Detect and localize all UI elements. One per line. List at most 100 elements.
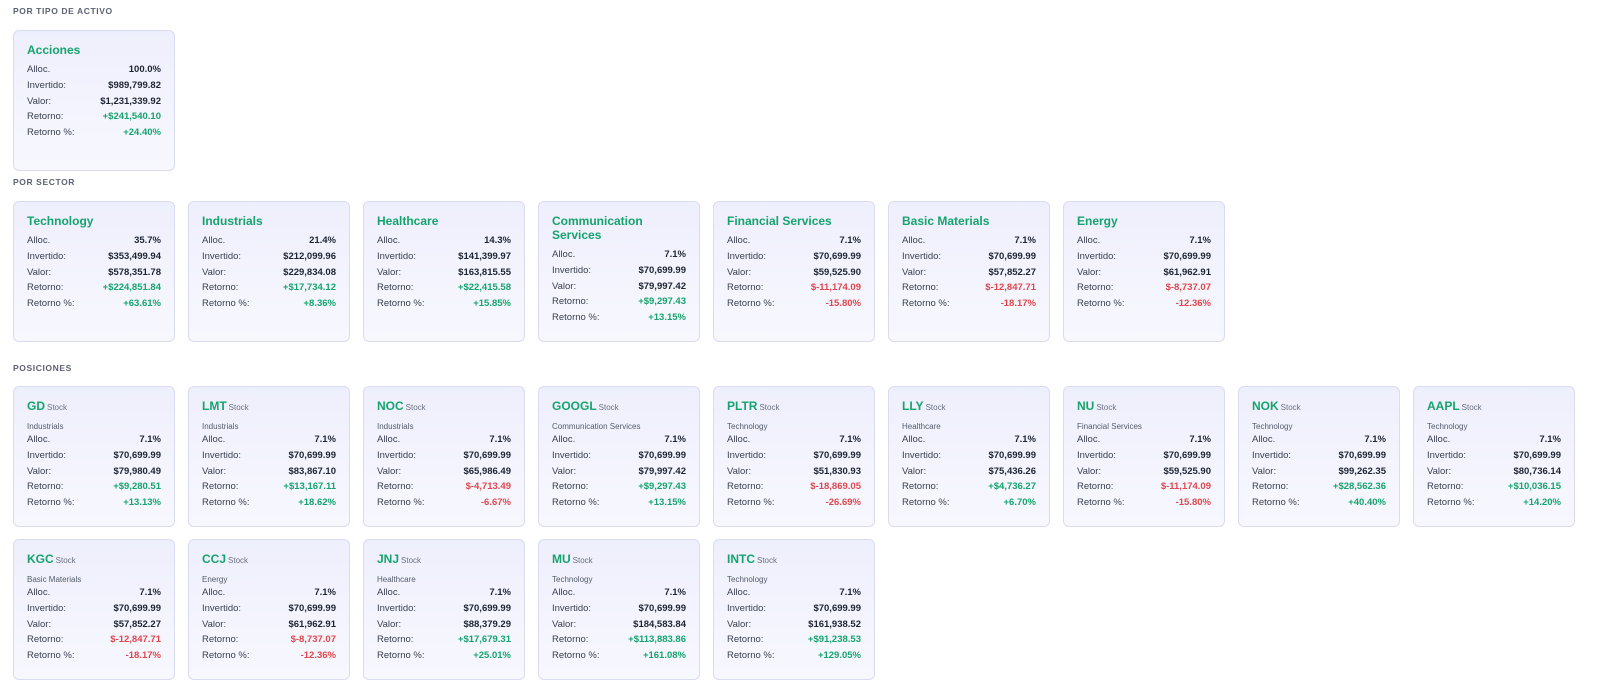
position-card[interactable]: INTC Stock Technology Alloc. 7.1% Invertido: $… [713, 539, 875, 680]
card-title: Industrials [202, 214, 263, 228]
position-card[interactable]: CCJ Stock Energy Alloc. 7.1% Invertido: $70,69… [188, 539, 350, 680]
position-title: NOC Stock [377, 399, 511, 415]
metric-retorno-pct: Retorno %: +40.40% [1252, 495, 1386, 511]
metric-label: Invertido: [202, 251, 242, 263]
metric-retorno-pct: Retorno %: -15.80% [727, 296, 861, 312]
metric-value: $141,399.97 [458, 251, 511, 263]
metric-value: $212,099.96 [283, 251, 336, 263]
position-card[interactable]: PLTR Stock Technology Alloc. 7.1% Invertido: $… [713, 386, 875, 527]
metric-alloc: Alloc. 7.1% [1252, 432, 1386, 448]
position-sector: Communication Services [552, 422, 641, 431]
position-card[interactable]: KGC Stock Basic Materials Alloc. 7.1% Inverti… [13, 539, 175, 680]
metric-invertido: Invertido: $70,699.99 [377, 601, 511, 617]
metric-value: $70,699.99 [813, 251, 861, 263]
sector-card[interactable]: Communication Services Alloc. 7.1% Invertid… [538, 201, 700, 342]
sector-card[interactable]: Financial Services Alloc. 7.1% Invertido: $7… [713, 201, 875, 342]
metric-alloc: Alloc. 35.7% [27, 233, 161, 249]
metric-label: Valor: [727, 618, 752, 630]
metric-retorno-pct: Retorno %: +14.20% [1427, 495, 1561, 511]
position-card[interactable]: NOC Stock Industrials Alloc. 7.1% Invertido: $… [363, 386, 525, 527]
metric-label: Invertido: [1252, 450, 1292, 462]
position-sector: Industrials [27, 422, 64, 431]
metric-retorno-pct: Retorno %: -12.36% [1077, 296, 1211, 312]
metric-value: 7.1% [839, 235, 861, 247]
metric-value: $70,699.99 [988, 450, 1036, 462]
metric-invertido: Invertido: $70,699.99 [377, 448, 511, 464]
position-ticker: LLY [902, 399, 924, 413]
metric-label: Retorno: [27, 481, 64, 493]
metric-value: $70,699.99 [638, 265, 686, 277]
metric-label: Valor: [202, 618, 227, 630]
metric-valor: Valor: $79,997.42 [552, 463, 686, 479]
metric-retorno: Retorno: +$17,734.12 [202, 280, 336, 296]
section-title-positions: POSICIONES [13, 363, 72, 373]
position-card[interactable]: NOK Stock Technology Alloc. 7.1% Invertido: $7… [1238, 386, 1400, 527]
metric-label: Retorno %: [727, 298, 775, 310]
sector-card[interactable]: Industrials Alloc. 21.4% Invertido: $212,099… [188, 201, 350, 342]
metric-retorno: Retorno: +$17,679.31 [377, 632, 511, 648]
metric-label: Valor: [902, 465, 927, 477]
metric-label: Retorno %: [552, 497, 600, 509]
metric-label: Alloc. [902, 235, 926, 247]
position-card[interactable]: NU Stock Financial Services Alloc. 7.1% Inver… [1063, 386, 1225, 527]
position-card[interactable]: GD Stock Industrials Alloc. 7.1% Invertido: $7… [13, 386, 175, 527]
position-type: Stock [1461, 403, 1482, 412]
position-card[interactable]: LLY Stock Healthcare Alloc. 7.1% Invertido: $7… [888, 386, 1050, 527]
positions-row-2: KGC Stock Basic Materials Alloc. 7.1% Inverti… [13, 539, 875, 680]
metric-label: Invertido: [202, 450, 242, 462]
metric-label: Alloc. [1077, 235, 1101, 247]
metric-value: 7.1% [1364, 434, 1386, 446]
metric-value: $88,379.29 [463, 618, 511, 630]
metric-value: $80,736.14 [1513, 465, 1561, 477]
position-ticker: CCJ [202, 552, 227, 566]
metric-valor: Valor: $79,980.49 [27, 463, 161, 479]
sector-card[interactable]: Basic Materials Alloc. 7.1% Invertido: $70,6… [888, 201, 1050, 342]
metric-invertido: Invertido: $989,799.82 [27, 78, 161, 94]
metric-label: Retorno: [902, 282, 939, 294]
metric-value: +63.61% [123, 298, 161, 310]
metric-alloc: Alloc. 7.1% [1427, 432, 1561, 448]
metric-value: 35.7% [134, 235, 161, 247]
card-title: Communication Services [552, 214, 643, 242]
metric-label: Alloc. [552, 249, 576, 261]
metric-alloc: Alloc. 7.1% [902, 432, 1036, 448]
sector-card[interactable]: Energy Alloc. 7.1% Invertido: $70,699.99 Valo… [1063, 201, 1225, 342]
metric-value: 7.1% [664, 587, 686, 599]
metric-invertido: Invertido: $353,499.94 [27, 249, 161, 265]
metric-invertido: Invertido: $70,699.99 [552, 263, 686, 279]
metric-label: Alloc. [1077, 434, 1101, 446]
metric-valor: Valor: $161,938.52 [727, 616, 861, 632]
metric-value: 21.4% [309, 235, 336, 247]
card-title: Basic Materials [902, 214, 990, 228]
metric-label: Valor: [1252, 465, 1277, 477]
metric-label: Retorno: [202, 481, 239, 493]
metric-label: Alloc. [727, 434, 751, 446]
sector-card[interactable]: Healthcare Alloc. 14.3% Invertido: $141,399.… [363, 201, 525, 342]
metric-label: Valor: [727, 465, 752, 477]
position-card[interactable]: JNJ Stock Healthcare Alloc. 7.1% Invertido: $7… [363, 539, 525, 680]
position-card[interactable]: LMT Stock Industrials Alloc. 7.1% Invertido: $… [188, 386, 350, 527]
position-sector: Basic Materials [27, 575, 82, 584]
metric-label: Retorno %: [1077, 298, 1125, 310]
card-title: Technology [27, 214, 94, 228]
metric-label: Valor: [27, 95, 52, 107]
metric-value: $57,852.27 [113, 618, 161, 630]
asset-type-card[interactable]: Acciones Alloc. 100.0% Invertido: $989,799.8… [13, 30, 175, 171]
position-card[interactable]: AAPL Stock Technology Alloc. 7.1% Invertido: $… [1413, 386, 1575, 527]
metric-label: Alloc. [202, 434, 226, 446]
metric-retorno: Retorno: $-8,737.07 [202, 632, 336, 648]
metric-label: Alloc. [202, 587, 226, 599]
metric-label: Retorno: [1252, 481, 1289, 493]
position-card[interactable]: MU Stock Technology Alloc. 7.1% Invertido: $70… [538, 539, 700, 680]
metric-invertido: Invertido: $70,699.99 [202, 448, 336, 464]
sector-card[interactable]: Technology Alloc. 35.7% Invertido: $353,499.… [13, 201, 175, 342]
metric-value: $59,525.90 [813, 266, 861, 278]
metric-alloc: Alloc. 7.1% [552, 585, 686, 601]
metric-value: $79,980.49 [113, 465, 161, 477]
metric-alloc: Alloc. 7.1% [27, 432, 161, 448]
metric-value: -15.80% [1175, 497, 1211, 509]
metric-value: $353,499.94 [108, 251, 161, 263]
position-card[interactable]: GOOGL Stock Communication Services Alloc. 7.… [538, 386, 700, 527]
metric-retorno-pct: Retorno %: +13.15% [552, 495, 686, 511]
metric-valor: Valor: $51,830.93 [727, 463, 861, 479]
